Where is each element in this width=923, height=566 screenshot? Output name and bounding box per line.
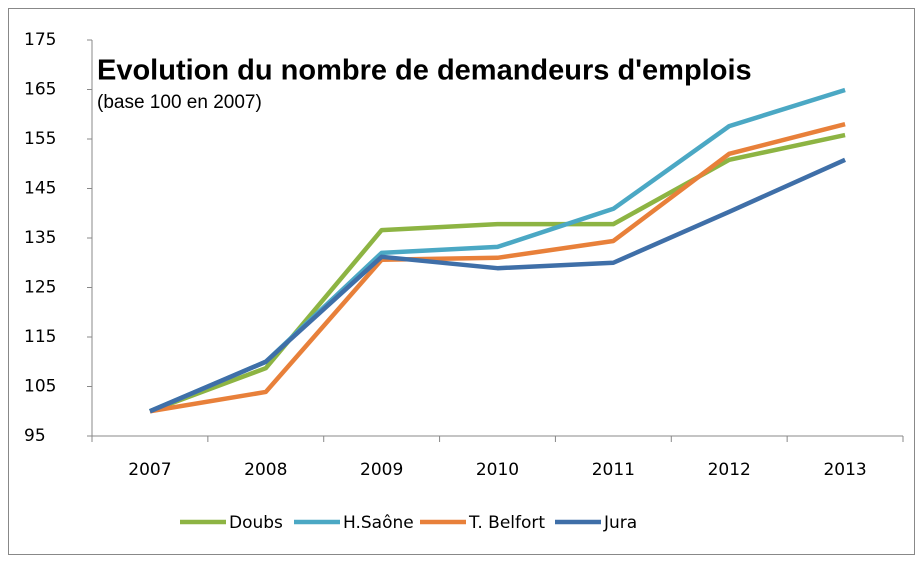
series-line: [149, 132, 846, 414]
x-tick-label: 2013: [823, 460, 866, 480]
legend-label: Jura: [603, 513, 637, 533]
x-tick-label: 2012: [708, 460, 751, 480]
chart-subtitle: (base 100 en 2007): [97, 92, 262, 113]
x-tick-label: 2008: [244, 460, 287, 480]
series-line: [149, 157, 846, 414]
y-tick-label: 175: [24, 30, 56, 50]
y-tick-label: 145: [24, 179, 56, 199]
series-line: [149, 121, 846, 414]
legend-label: T. Belfort: [468, 513, 545, 533]
chart-title: Evolution du nombre de demandeurs d'empl…: [97, 55, 752, 87]
chart-border: [8, 8, 915, 555]
x-tick-label: 2007: [128, 460, 171, 480]
y-tick-label: 115: [24, 327, 56, 347]
legend-label: Doubs: [229, 513, 283, 533]
y-tick-label: 125: [24, 278, 56, 298]
y-tick-label: 165: [24, 80, 56, 100]
legend-label: H.Saône: [343, 513, 414, 533]
x-tick-label: 2011: [592, 460, 635, 480]
y-tick-label: 95: [24, 426, 46, 446]
y-tick-label: 135: [24, 228, 56, 248]
x-tick-label: 2009: [360, 460, 403, 480]
y-tick-label: 155: [24, 129, 56, 149]
y-tick-label: 105: [24, 377, 56, 397]
x-tick-label: 2010: [476, 460, 519, 480]
